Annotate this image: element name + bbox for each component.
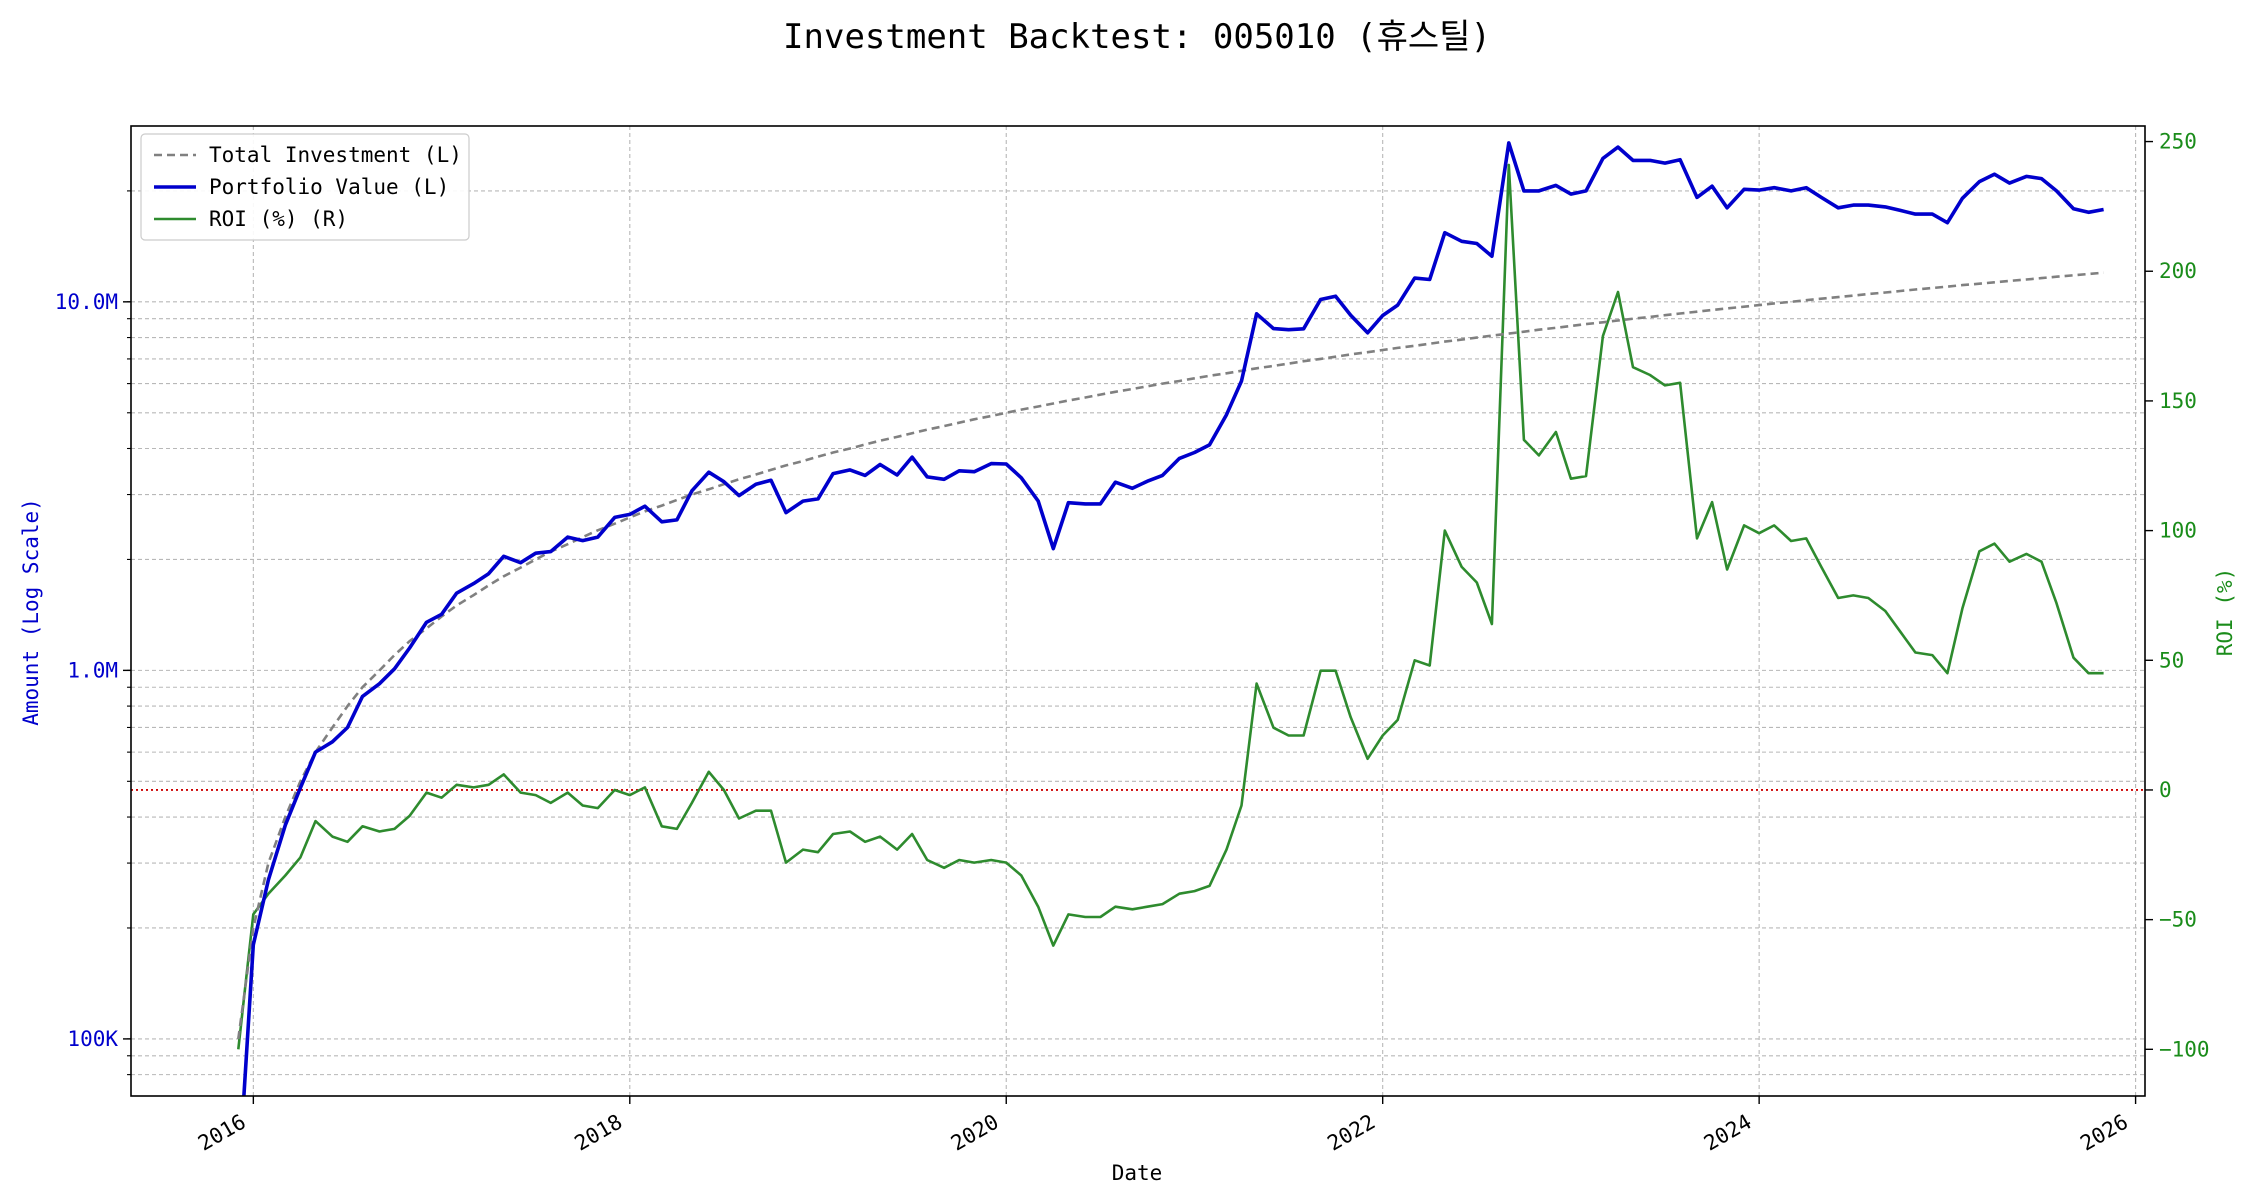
- legend-box: [140, 133, 470, 241]
- left-axis-label: Amount (Log Scale): [19, 498, 43, 726]
- y-right-tick-label: 50: [2159, 648, 2184, 672]
- investment-line: [237, 271, 2104, 1040]
- series-layer: [237, 141, 2104, 1096]
- y-right-tick-label: 150: [2159, 389, 2197, 413]
- plot-frame: [130, 125, 2146, 1097]
- legend-investment-label: Total Investment (L): [209, 143, 462, 167]
- y-right-tick-label: 0: [2159, 778, 2172, 802]
- y-right-tick-label: 200: [2159, 259, 2197, 283]
- y-right-tick-label: −50: [2159, 908, 2197, 932]
- y-right-tick-label: 100: [2159, 519, 2197, 543]
- y-left-tick-label: 1.0M: [67, 658, 118, 682]
- y-left-tick-label: 10.0M: [55, 290, 118, 314]
- chart-title: Investment Backtest: 005010 (휴스틸): [783, 17, 1491, 57]
- portfolio-line: [242, 141, 2104, 1096]
- y-right-tick-label: −100: [2159, 1037, 2210, 1061]
- right-axis-label: ROI (%): [2213, 568, 2237, 657]
- legend-roi-label: ROI (%) (R): [209, 207, 348, 231]
- legend: Total Investment (L) Portfolio Value (L)…: [140, 133, 470, 241]
- x-axis-label: Date: [1112, 1161, 1163, 1185]
- legend-portfolio-label: Portfolio Value (L): [209, 175, 449, 199]
- y-right-tick-label: 250: [2159, 130, 2197, 154]
- roi-line: [237, 163, 2104, 1050]
- grid-lines: [131, 126, 2145, 1096]
- y-left-tick-label: 100K: [67, 1027, 118, 1051]
